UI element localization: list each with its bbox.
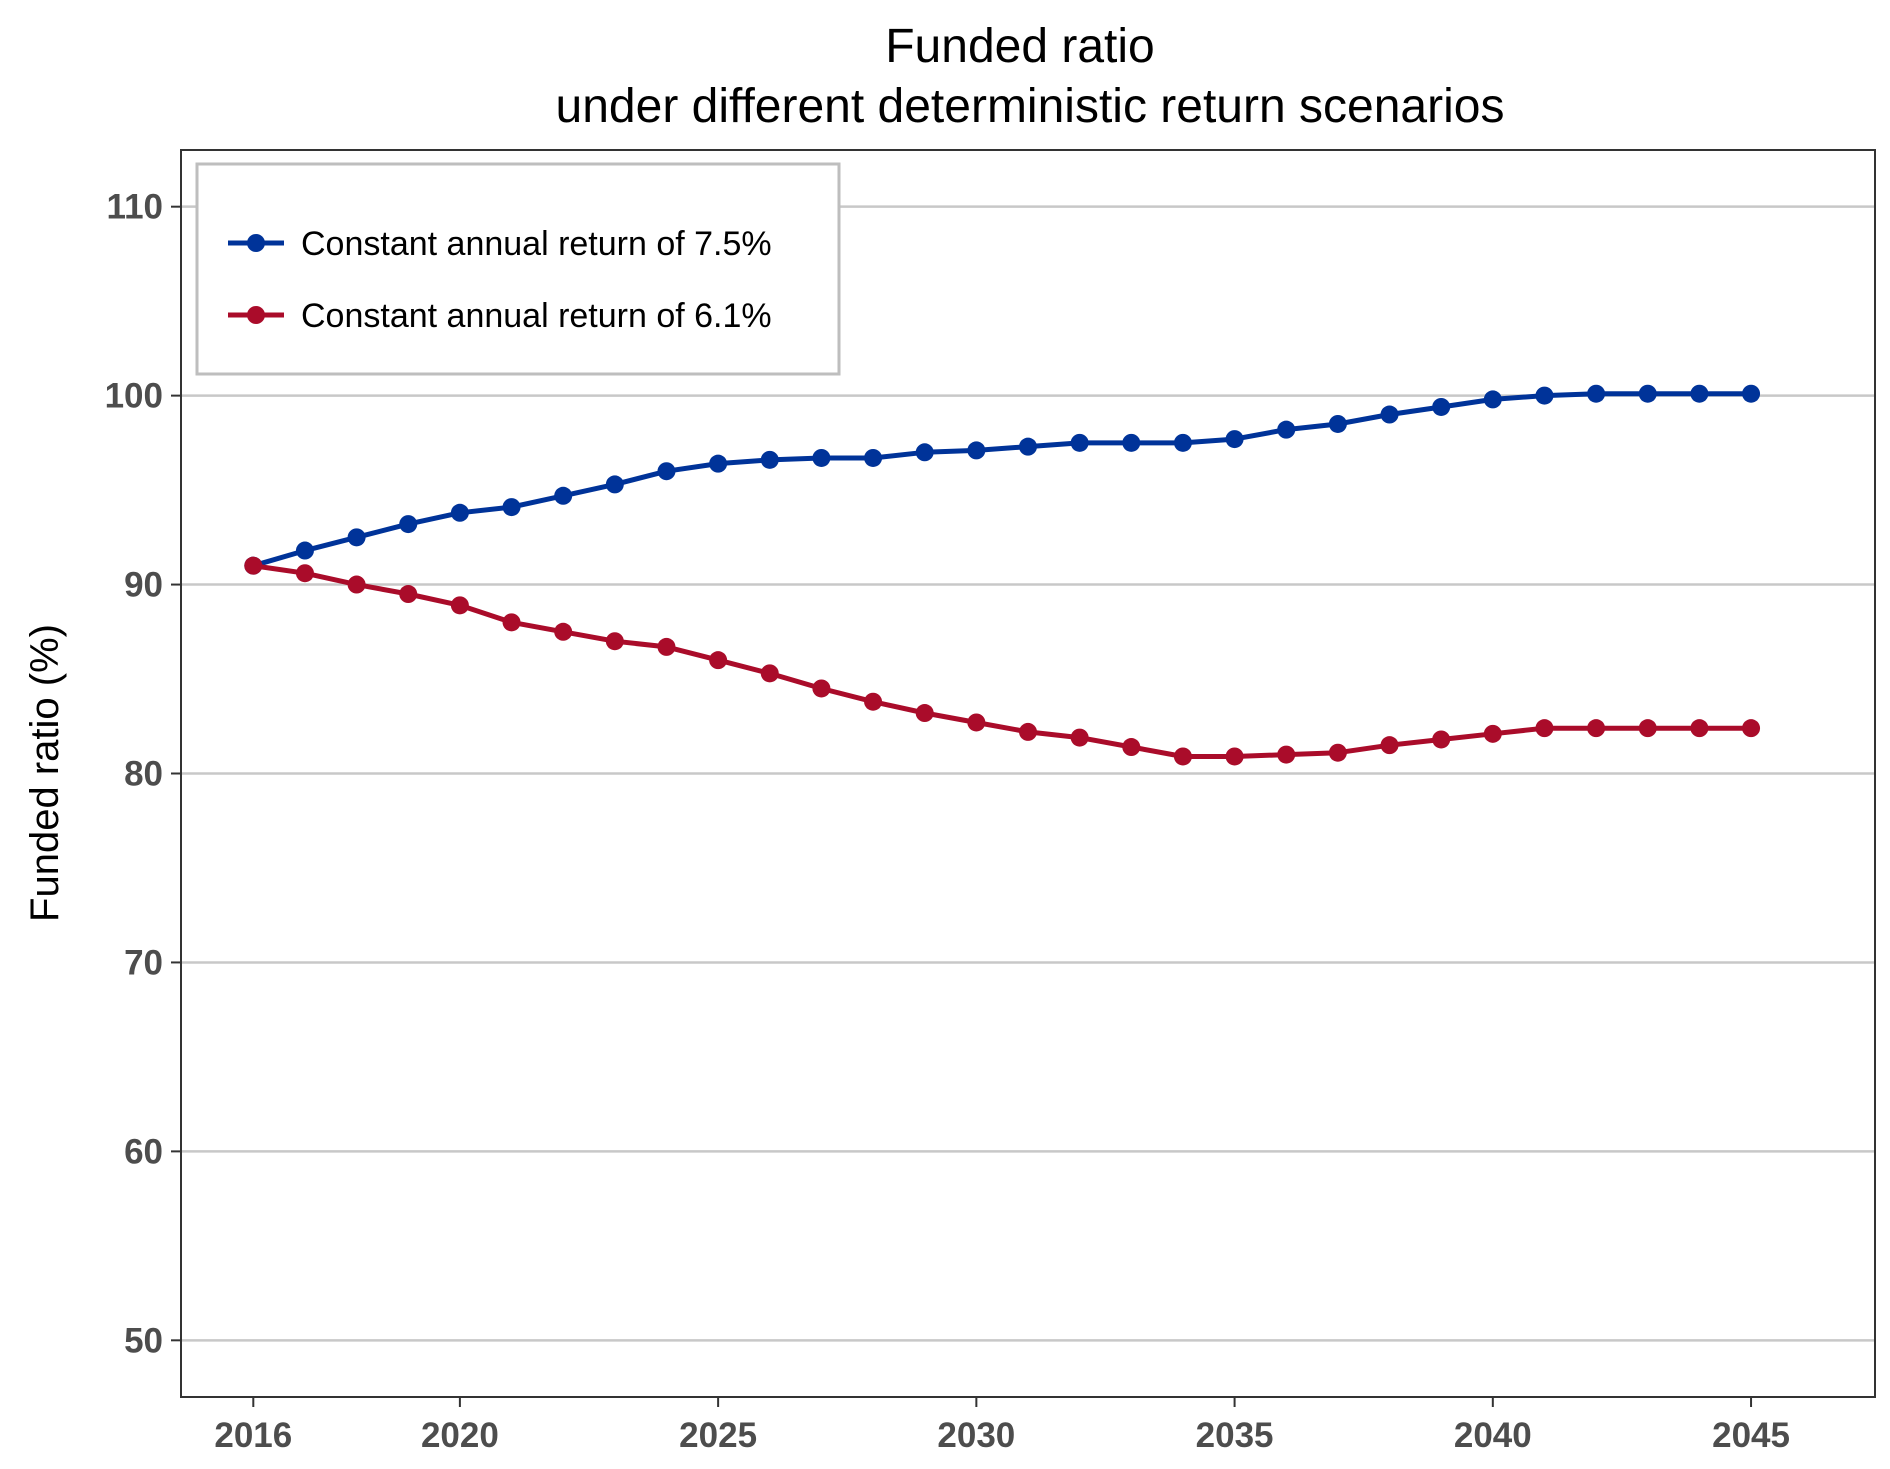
x-tick-label-2016: 2016 xyxy=(214,1416,292,1455)
data-point-s1-2019 xyxy=(399,585,418,604)
data-point-s0-2021 xyxy=(502,498,521,517)
data-point-s1-2034 xyxy=(1173,747,1192,766)
data-point-s0-2028 xyxy=(864,448,883,467)
data-point-s1-2024 xyxy=(657,637,676,656)
data-point-s1-2026 xyxy=(760,664,779,683)
gridlines xyxy=(181,205,1875,1342)
data-point-s0-2033 xyxy=(1122,433,1141,452)
data-point-s1-2022 xyxy=(554,622,573,641)
data-point-s0-2029 xyxy=(915,443,934,462)
data-point-s0-2020 xyxy=(450,503,469,522)
data-point-s1-2038 xyxy=(1380,736,1399,755)
data-point-s1-2037 xyxy=(1328,743,1347,762)
data-point-s0-2018 xyxy=(347,528,366,547)
x-tick-label-2035: 2035 xyxy=(1196,1416,1274,1455)
data-point-s0-2037 xyxy=(1328,414,1347,433)
data-point-s1-2027 xyxy=(812,679,831,698)
legend: Constant annual return of 7.5% Constant … xyxy=(195,162,841,376)
data-point-s1-2016 xyxy=(244,556,263,575)
data-point-s0-2032 xyxy=(1070,433,1089,452)
data-point-s1-2041 xyxy=(1535,719,1554,738)
data-point-s0-2019 xyxy=(399,515,418,534)
data-point-s1-2044 xyxy=(1690,719,1709,738)
data-point-s1-2029 xyxy=(915,704,934,723)
data-point-s0-2034 xyxy=(1173,433,1192,452)
data-point-s0-2035 xyxy=(1225,430,1244,449)
x-tick-label-2040: 2040 xyxy=(1454,1416,1532,1455)
data-point-s0-2040 xyxy=(1483,390,1502,409)
x-tick-label-2020: 2020 xyxy=(421,1416,499,1455)
legend-key-marker-6-1 xyxy=(247,306,265,324)
y-tick-label-70: 70 xyxy=(124,943,163,982)
y-tick-label-80: 80 xyxy=(124,755,163,794)
data-point-s1-2017 xyxy=(295,564,314,583)
data-point-s0-2027 xyxy=(812,448,831,467)
data-point-s1-2032 xyxy=(1070,728,1089,747)
data-point-s1-2025 xyxy=(709,651,728,670)
chart-subtitle: under different deterministic return sce… xyxy=(556,80,1505,133)
legend-label-6-1: Constant annual return of 6.1% xyxy=(301,297,772,335)
data-point-s1-2036 xyxy=(1277,745,1296,764)
data-point-s1-2043 xyxy=(1638,719,1657,738)
x-tick-label-2025: 2025 xyxy=(679,1416,757,1455)
data-point-s0-2043 xyxy=(1638,384,1657,403)
data-point-s0-2030 xyxy=(967,441,986,460)
y-axis-ticks: 50 60 70 80 90 100 110 xyxy=(105,188,181,1360)
data-point-s0-2042 xyxy=(1587,384,1606,403)
data-point-s1-2035 xyxy=(1225,747,1244,766)
x-tick-label-2045: 2045 xyxy=(1712,1416,1790,1455)
data-point-s1-2021 xyxy=(502,613,521,632)
data-point-s1-2033 xyxy=(1122,738,1141,757)
y-tick-label-100: 100 xyxy=(105,377,163,416)
data-point-s0-2026 xyxy=(760,450,779,469)
data-point-s1-2020 xyxy=(450,596,469,615)
data-point-s0-2041 xyxy=(1535,386,1554,405)
data-point-s1-2030 xyxy=(967,713,986,732)
data-point-s1-2023 xyxy=(605,632,624,651)
data-point-s0-2017 xyxy=(295,541,314,560)
series-line-0 xyxy=(250,391,1754,569)
data-point-s0-2039 xyxy=(1432,397,1451,416)
data-point-s1-2042 xyxy=(1587,719,1606,738)
data-point-s1-2045 xyxy=(1742,719,1761,738)
legend-label-7-5: Constant annual return of 7.5% xyxy=(301,225,772,263)
data-point-s0-2025 xyxy=(709,454,728,473)
data-point-s0-2045 xyxy=(1742,384,1761,403)
data-point-s0-2022 xyxy=(554,486,573,505)
x-axis-ticks: 2016 2020 2025 2030 2035 2040 2045 xyxy=(214,1397,1790,1455)
y-axis-label: Funded ratio (%) xyxy=(23,624,67,922)
y-tick-label-50: 50 xyxy=(124,1321,163,1360)
data-point-s0-2038 xyxy=(1380,405,1399,424)
data-point-s1-2028 xyxy=(864,692,883,711)
data-point-s1-2031 xyxy=(1019,722,1037,741)
series-line-1 xyxy=(250,563,1754,759)
y-tick-label-110: 110 xyxy=(107,188,163,227)
x-tick-label-2030: 2030 xyxy=(937,1416,1015,1455)
legend-key-marker-7-5 xyxy=(247,234,265,252)
data-point-s0-2024 xyxy=(657,462,676,481)
data-point-s0-2036 xyxy=(1277,420,1296,439)
legend-box xyxy=(195,162,841,376)
data-point-s0-2044 xyxy=(1690,384,1709,403)
data-point-s1-2040 xyxy=(1483,724,1502,743)
data-point-s1-2018 xyxy=(347,575,366,594)
y-tick-label-90: 90 xyxy=(124,566,163,605)
chart-title: Funded ratio xyxy=(885,20,1155,73)
series-group xyxy=(244,384,1761,766)
data-point-s0-2031 xyxy=(1019,437,1037,456)
data-point-s1-2039 xyxy=(1432,730,1451,749)
y-tick-label-60: 60 xyxy=(124,1132,163,1171)
data-point-s0-2023 xyxy=(605,475,624,494)
